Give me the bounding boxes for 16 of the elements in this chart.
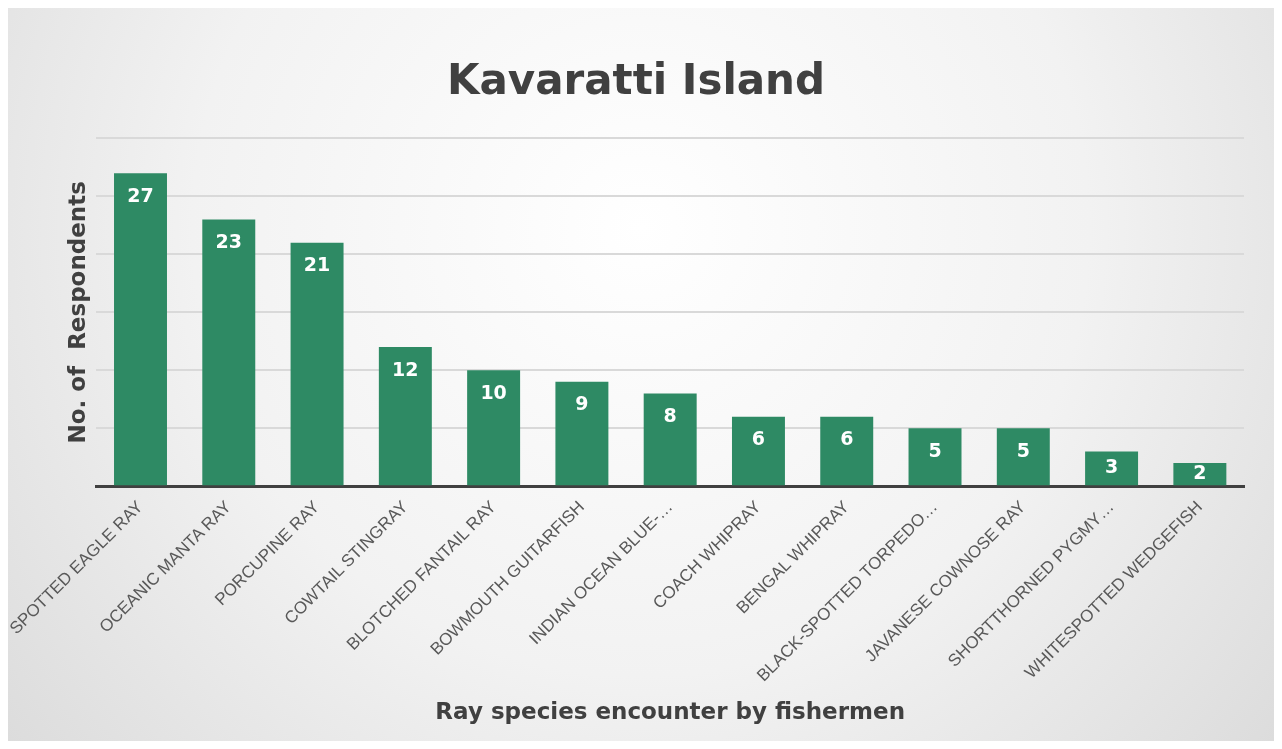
x-axis-title: Ray species encounter by fishermen [435,698,906,725]
data-label: 21 [303,253,331,276]
data-label: 12 [392,357,419,380]
data-label: 8 [663,403,677,426]
data-label: 6 [751,427,766,450]
data-label: 9 [575,392,589,415]
data-label: 5 [1016,438,1030,461]
chart-title: Kavaratti Island [446,55,826,105]
data-label: 5 [928,438,942,461]
data-label: 10 [480,380,507,403]
data-label: 27 [127,183,154,206]
data-label: 3 [1104,455,1119,478]
data-label: 2 [1193,461,1207,484]
data-label: 6 [840,427,854,450]
data-label: 23 [215,229,243,252]
y-axis-title: No. of Respondents [63,181,90,444]
